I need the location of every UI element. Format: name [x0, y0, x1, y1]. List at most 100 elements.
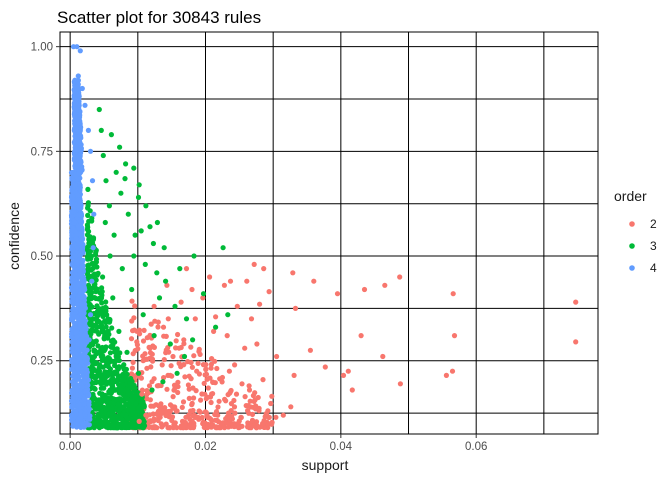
- point-order-3: [138, 395, 144, 401]
- point-order-2: [130, 328, 136, 334]
- point-order-4: [75, 418, 81, 424]
- point-order-3: [109, 358, 115, 364]
- point-order-3: [95, 369, 101, 375]
- point-order-2: [169, 417, 175, 424]
- point-order-2: [233, 391, 240, 397]
- point-order-3: [86, 262, 92, 268]
- point-order-2: [183, 266, 190, 272]
- point-order-3: [118, 384, 124, 390]
- point-order-4: [86, 402, 92, 408]
- point-order-4: [79, 236, 85, 242]
- point-order-4: [81, 281, 87, 287]
- point-order-2: [185, 382, 191, 388]
- y-axis-title: confidence: [6, 202, 22, 270]
- point-order-2: [196, 416, 202, 422]
- point-order-2: [231, 404, 238, 410]
- point-order-2: [245, 408, 251, 414]
- point-order-3: [86, 305, 92, 311]
- point-order-3: [98, 404, 104, 410]
- point-order-3: [85, 282, 92, 288]
- point-order-2: [251, 398, 257, 404]
- point-order-2: [255, 394, 261, 401]
- point-order-4: [75, 192, 81, 198]
- point-order-2: [192, 316, 198, 322]
- point-order-3: [103, 379, 109, 385]
- point-order-2: [242, 345, 248, 351]
- point-order-4: [72, 277, 78, 283]
- point-order-3: [133, 401, 139, 407]
- point-order-3: [103, 178, 109, 184]
- point-order-3: [132, 414, 138, 420]
- point-order-4: [83, 388, 89, 394]
- point-order-2: [210, 391, 216, 397]
- point-order-2: [211, 328, 217, 334]
- point-order-2: [449, 368, 456, 374]
- point-order-3: [92, 373, 99, 379]
- point-order-2: [147, 345, 153, 351]
- point-order-2: [158, 404, 164, 410]
- point-order-3: [125, 415, 131, 421]
- point-order-4: [83, 370, 89, 376]
- point-order-3: [135, 194, 142, 200]
- point-order-2: [250, 393, 256, 399]
- point-order-3: [89, 218, 95, 224]
- point-order-2: [139, 387, 145, 393]
- point-order-2: [225, 410, 232, 416]
- point-order-4: [70, 177, 76, 183]
- point-order-4: [80, 352, 86, 358]
- point-order-3: [99, 289, 105, 295]
- point-order-3: [93, 277, 99, 283]
- point-order-4: [90, 245, 96, 251]
- point-order-2: [140, 338, 147, 344]
- point-order-2: [170, 425, 176, 431]
- point-order-2: [227, 278, 234, 284]
- point-order-3: [121, 362, 127, 368]
- point-order-2: [170, 394, 176, 400]
- chart-title: Scatter plot for 30843 rules: [57, 8, 261, 27]
- point-order-4: [77, 185, 83, 192]
- point-order-3: [92, 348, 98, 354]
- point-order-3: [177, 266, 183, 272]
- point-order-2: [191, 423, 197, 429]
- point-order-3: [93, 289, 99, 295]
- point-order-4: [79, 264, 85, 270]
- point-order-4: [72, 325, 78, 331]
- point-order-3: [86, 286, 92, 292]
- point-order-3: [140, 312, 146, 318]
- point-order-2: [292, 305, 299, 311]
- point-order-2: [231, 397, 237, 404]
- point-order-2: [215, 412, 221, 418]
- point-order-2: [147, 350, 154, 356]
- point-order-4: [78, 412, 84, 418]
- point-order-3: [84, 226, 90, 232]
- point-order-3: [191, 253, 197, 259]
- point-order-2: [219, 374, 225, 381]
- point-order-4: [74, 314, 80, 320]
- point-order-4: [79, 259, 85, 265]
- point-order-2: [311, 278, 317, 284]
- point-order-4: [77, 48, 83, 54]
- point-order-3: [127, 398, 133, 404]
- point-order-4: [73, 409, 79, 415]
- point-order-3: [99, 357, 105, 363]
- point-order-3: [91, 353, 98, 360]
- point-order-2: [168, 363, 174, 369]
- point-order-3: [139, 411, 145, 418]
- point-order-3: [137, 406, 144, 413]
- point-order-2: [361, 286, 368, 293]
- point-order-4: [73, 160, 79, 166]
- point-order-3: [174, 370, 180, 376]
- x-tick-label: 0.06: [465, 441, 487, 453]
- point-order-2: [207, 375, 213, 381]
- point-order-2: [148, 364, 154, 370]
- point-order-2: [214, 365, 220, 372]
- point-order-3: [85, 200, 91, 206]
- point-order-4: [70, 306, 76, 312]
- point-order-2: [209, 356, 215, 362]
- point-order-3: [102, 219, 108, 226]
- point-order-3: [100, 326, 106, 332]
- point-order-2: [257, 301, 263, 307]
- point-order-2: [144, 388, 150, 394]
- point-order-2: [273, 414, 279, 420]
- point-order-3: [110, 385, 116, 391]
